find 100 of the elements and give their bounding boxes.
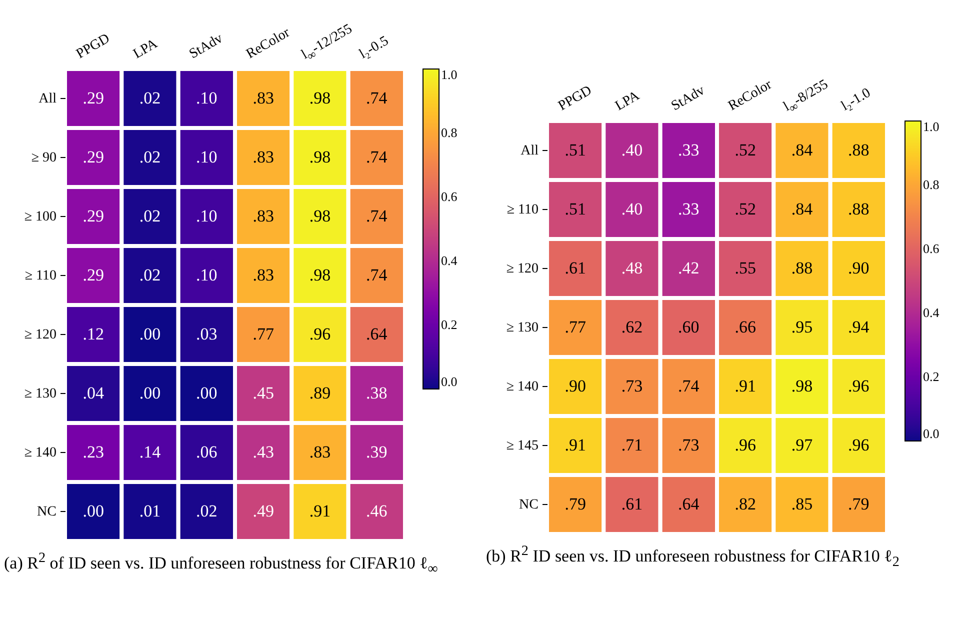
data-label: .01: [139, 502, 161, 520]
color-bar-label: 1.0: [441, 67, 458, 82]
data-label: .98: [309, 206, 331, 226]
data-label: .33: [678, 140, 700, 160]
data-label: .42: [678, 258, 700, 278]
data-label: .39: [366, 442, 388, 462]
color-bar-label: 0.2: [923, 369, 940, 384]
data-label: .04: [82, 384, 104, 402]
data-label: .33: [678, 200, 700, 218]
color-bar-label: 0.4: [923, 305, 940, 320]
data-label: .77: [252, 324, 274, 344]
data-label: .96: [734, 436, 756, 454]
data-label: .29: [82, 266, 104, 284]
data-label: .61: [621, 494, 643, 514]
x-tick-label: l₂-0.5: [357, 34, 392, 63]
data-label: .60: [678, 318, 700, 336]
data-label: .98: [309, 148, 331, 166]
color-bar-label: 0.4: [441, 253, 458, 268]
data-label: .55: [734, 258, 756, 278]
data-label: .40: [621, 200, 643, 218]
data-label: .45: [252, 384, 274, 402]
color-bar-label: 0.2: [441, 317, 458, 332]
data-label: .51: [564, 140, 586, 160]
data-label: .84: [791, 140, 814, 160]
data-label: .00: [139, 324, 161, 344]
y-tick-label: ≥ 130: [24, 386, 56, 402]
data-label: .82: [734, 494, 756, 514]
data-label: .90: [848, 258, 870, 278]
color-bar-label: 0.6: [441, 189, 458, 204]
data-label: .74: [366, 206, 388, 226]
data-label: .83: [252, 266, 274, 284]
data-label: .40: [621, 140, 643, 160]
y-tick-label: ≥ 140: [506, 380, 538, 394]
data-label: .97: [791, 436, 814, 454]
data-label: .00: [82, 502, 104, 520]
y-tick-label: ≥ 145: [506, 438, 538, 454]
data-label: .74: [366, 148, 388, 166]
y-tick-label: ≥ 140: [24, 446, 56, 460]
data-label: .91: [309, 502, 331, 520]
y-tick-label: ≥ 110: [506, 202, 538, 218]
y-tick-label: All: [38, 92, 57, 106]
data-label: .61: [564, 258, 586, 278]
data-label: .90: [564, 376, 586, 396]
data-label: .79: [564, 494, 586, 514]
data-label: .06: [196, 442, 218, 462]
data-label: .88: [791, 258, 813, 278]
data-label: .48: [621, 258, 643, 278]
data-label: .96: [309, 324, 331, 344]
data-label: .89: [309, 384, 331, 402]
data-label: .96: [848, 436, 870, 454]
data-label: .95: [791, 318, 813, 336]
x-tick-label: StAdv: [669, 83, 708, 115]
y-tick-label: ≥ 90: [31, 150, 56, 166]
data-label: .98: [309, 88, 331, 108]
data-label: .02: [139, 88, 161, 108]
data-label: .14: [139, 442, 162, 462]
data-label: .83: [252, 206, 274, 226]
data-label: .88: [848, 200, 870, 218]
data-label: .10: [196, 148, 218, 166]
data-label: .94: [848, 318, 870, 336]
text: (a) R$^{2}$ of ID seen vs. ID unforeseen robustness for CIFAR10 ℓ$_{∞}$: [3, 549, 439, 580]
data-label: .02: [139, 266, 161, 284]
data-label: .66: [734, 318, 756, 336]
data-label: .83: [309, 442, 331, 462]
y-tick-label: ≥ 120: [24, 328, 56, 342]
data-label: .74: [366, 88, 388, 108]
data-label: .52: [734, 140, 756, 160]
data-label: .43: [252, 442, 274, 462]
data-label: .12: [82, 324, 104, 344]
data-label: .91: [734, 376, 756, 396]
x-tick-label: StAdv: [187, 31, 226, 63]
color-bar-label: 0.8: [923, 177, 940, 192]
data-label: .71: [621, 436, 643, 454]
y-tick-label: NC: [519, 498, 538, 512]
data-label: .03: [196, 324, 218, 344]
data-label: .51: [564, 200, 586, 218]
data-label: .49: [252, 502, 274, 520]
data-label: .73: [678, 436, 700, 454]
data-label: .46: [366, 502, 388, 520]
color-bar-label: 1.0: [923, 119, 940, 134]
text: (b) R$^{2}$ ID seen vs. ID unforeseen robustness for CIFAR10 ℓ$_{2}$: [485, 542, 900, 572]
data-label: .74: [678, 376, 700, 396]
color-bar-label: 0.0: [441, 374, 458, 389]
y-tick-label: All: [520, 144, 539, 158]
data-label: .38: [366, 384, 388, 402]
data-label: .84: [791, 200, 814, 218]
data-label: .02: [139, 206, 161, 226]
data-label: .29: [82, 88, 104, 108]
data-label: .29: [82, 206, 104, 226]
data-label: .29: [82, 148, 104, 166]
data-label: .00: [139, 384, 161, 402]
data-label: .77: [564, 318, 586, 336]
data-label: .96: [848, 376, 870, 396]
data-label: .74: [366, 266, 388, 284]
x-tick-label: LPA: [612, 88, 642, 115]
data-label: .64: [678, 494, 700, 514]
data-label: .98: [309, 266, 331, 284]
data-label: .02: [196, 502, 218, 520]
data-label: .02: [139, 148, 161, 166]
data-label: .88: [848, 140, 870, 160]
